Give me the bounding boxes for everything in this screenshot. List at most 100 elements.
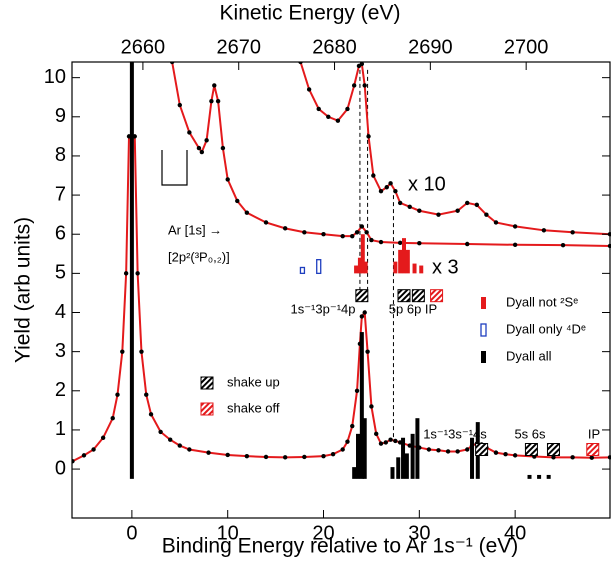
data-point — [148, 412, 154, 417]
data-point — [607, 455, 611, 460]
top-axis-title: Kinetic Energy (eV) — [220, 2, 401, 25]
top-tick-label: 2700 — [504, 36, 549, 58]
data-point — [570, 455, 575, 460]
data-point — [144, 392, 149, 397]
annotation: IP — [588, 426, 600, 441]
data-point — [306, 87, 312, 92]
data-point — [123, 271, 129, 276]
data-point — [512, 453, 518, 458]
data-point — [335, 118, 341, 123]
data-point — [196, 145, 202, 151]
data-point — [374, 431, 379, 437]
legend-label: Dyall only ⁴Dᵉ — [506, 321, 586, 336]
data-point — [465, 447, 470, 452]
y-tick-label: 8 — [55, 144, 66, 166]
data-point — [455, 449, 460, 454]
stick — [398, 249, 403, 274]
data-point — [302, 230, 307, 235]
legend-label: Dyall not ²Sᵉ — [506, 294, 578, 309]
plot-area — [72, 62, 611, 479]
data-point — [169, 62, 175, 65]
data-point — [282, 226, 288, 231]
stick — [356, 433, 361, 479]
legend-swatch — [480, 323, 487, 337]
stick — [363, 261, 368, 274]
data-point — [541, 228, 547, 233]
stick — [537, 474, 542, 479]
stick — [401, 437, 406, 479]
fit-line — [299, 62, 611, 236]
y-tick-label: 4 — [55, 301, 66, 323]
data-point — [551, 455, 556, 460]
y-axis-title: Yield (arb units) — [12, 217, 35, 363]
stick — [359, 332, 364, 479]
top-tick-label: 2690 — [408, 36, 453, 58]
stick — [527, 474, 532, 479]
bracket — [161, 150, 188, 186]
data-point — [465, 200, 470, 206]
data-point — [493, 220, 499, 225]
data-point — [589, 455, 594, 460]
stick — [419, 265, 424, 274]
stick — [393, 261, 398, 274]
data-point — [225, 452, 230, 458]
data-point — [354, 388, 360, 393]
data-point — [91, 447, 96, 452]
data-point — [384, 185, 389, 190]
shake-marker — [475, 443, 489, 457]
data-point — [225, 177, 230, 182]
data-point — [371, 173, 376, 178]
annotation: x 3 — [432, 256, 459, 278]
y-tick-label: 9 — [55, 105, 66, 127]
fit-line — [171, 62, 611, 247]
data-point — [369, 404, 374, 409]
shake-marker — [430, 289, 444, 303]
data-point — [436, 212, 441, 217]
data-point — [298, 62, 303, 65]
data-point — [350, 233, 355, 239]
x-axis-title: Binding Energy relative to Ar 1s⁻¹ (eV) — [162, 535, 519, 558]
data-point — [474, 202, 480, 208]
stick — [357, 257, 362, 274]
data-point — [321, 232, 326, 237]
data-point — [436, 448, 441, 453]
stick — [404, 453, 409, 479]
legend-label: Dyall all — [506, 348, 552, 363]
data-point — [362, 310, 367, 315]
annotation: 5p 6p IP — [389, 301, 437, 316]
data-point — [220, 145, 226, 151]
shake-marker — [355, 289, 369, 303]
shake-marker — [586, 443, 600, 457]
stick — [410, 433, 415, 479]
data-point — [445, 449, 451, 454]
stick — [401, 238, 406, 274]
shake-marker — [546, 443, 560, 457]
data-point — [388, 181, 393, 186]
data-point — [340, 447, 345, 452]
top-tick-label: 2670 — [216, 36, 261, 58]
stick — [299, 266, 306, 275]
x-tick-label: 10 — [217, 522, 239, 544]
data-point — [206, 450, 211, 455]
data-point — [407, 204, 412, 210]
data-point — [364, 230, 369, 235]
stick — [360, 234, 365, 274]
shake-marker — [524, 443, 538, 457]
y-tick-label: 5 — [55, 262, 66, 284]
data-point — [340, 233, 345, 239]
legend-swatch — [200, 376, 214, 390]
y-tick-label: 0 — [55, 457, 66, 479]
data-point — [326, 114, 331, 119]
data-point — [282, 455, 288, 460]
data-point — [351, 83, 357, 88]
y-tick-label: 2 — [55, 379, 66, 401]
data-point — [388, 437, 393, 442]
data-point — [354, 230, 360, 235]
legend-swatch — [481, 351, 486, 363]
annotation: 1s⁻¹3s⁻¹4s — [423, 426, 487, 441]
stick — [352, 467, 357, 479]
stick — [129, 62, 134, 479]
data-point — [177, 443, 182, 448]
data-point — [345, 439, 350, 444]
data-point — [168, 437, 173, 442]
